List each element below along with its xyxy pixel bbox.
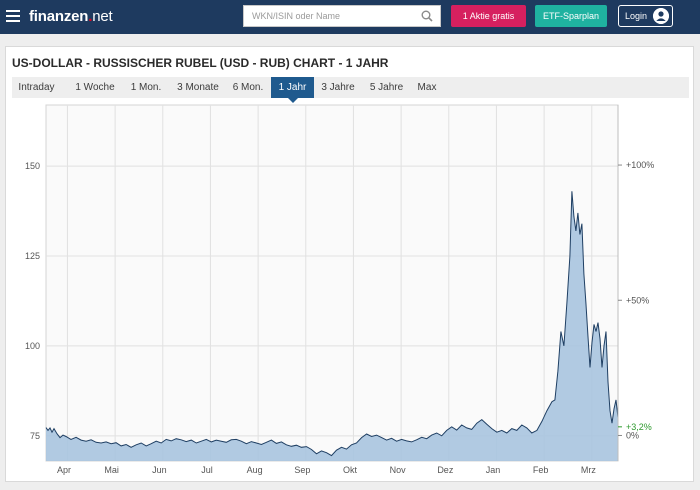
timeframe-tabs: Intraday 1 Woche 1 Mon. 3 Monate 6 Mon. … xyxy=(12,77,689,103)
user-icon xyxy=(653,8,669,24)
tab-6-mon[interactable]: 6 Mon. xyxy=(232,82,264,93)
y-tick-label: 100 xyxy=(25,341,40,351)
price-line xyxy=(45,191,619,457)
price-chart[interactable]: 75 100 125 150 Apr Mai Jun Jul Aug Sep Okt Nov Dez Ja… xyxy=(6,47,695,483)
x-tick-label: Aug xyxy=(247,465,263,475)
x-tick-label: Apr xyxy=(57,465,71,475)
last-change-label: +3,2% xyxy=(626,422,652,432)
search-input[interactable] xyxy=(244,6,416,26)
x-tick-label: Jul xyxy=(201,465,213,475)
pct-tick-label: +100% xyxy=(626,160,654,170)
menu-icon[interactable] xyxy=(6,10,20,22)
price-area xyxy=(46,191,618,462)
x-tick-label: Feb xyxy=(533,465,549,475)
x-tick-label: Okt xyxy=(343,465,358,475)
y-tick-label: 125 xyxy=(25,251,40,261)
pct-tick-label: 0% xyxy=(626,430,639,440)
logo[interactable]: finanzen.net xyxy=(29,8,113,25)
tab-1-woche[interactable]: 1 Woche xyxy=(75,82,115,93)
login-button[interactable]: Login xyxy=(618,5,673,27)
login-label: Login xyxy=(625,11,648,21)
tab-intraday[interactable]: Intraday xyxy=(18,82,55,93)
tab-max[interactable]: Max xyxy=(417,82,437,93)
top-navigation-bar: finanzen.net 1 Aktie gratis ETF-Sparplan… xyxy=(0,0,700,34)
x-tick-label: Mrz xyxy=(581,465,596,475)
etf-savings-plan-button[interactable]: ETF-Sparplan xyxy=(535,5,607,27)
x-tick-label: Jan xyxy=(486,465,501,475)
search-icon[interactable] xyxy=(421,10,433,22)
y-tick-label: 150 xyxy=(25,161,40,171)
free-stock-button[interactable]: 1 Aktie gratis xyxy=(451,5,526,27)
pct-tick-label: +50% xyxy=(626,295,649,305)
tab-1-jahr[interactable]: 1 Jahr xyxy=(271,77,314,103)
plot-area xyxy=(45,104,619,462)
x-tick-label: Sep xyxy=(294,465,310,475)
chart-title: US-DOLLAR - RUSSISCHER RUBEL (USD - RUB)… xyxy=(12,56,389,70)
x-tick-label: Jun xyxy=(152,465,167,475)
chart-card: US-DOLLAR - RUSSISCHER RUBEL (USD - RUB)… xyxy=(5,46,694,482)
y-tick-label: 75 xyxy=(30,431,40,441)
x-tick-label: Dez xyxy=(437,465,454,475)
x-tick-label: Mai xyxy=(104,465,119,475)
tab-3-monate[interactable]: 3 Monate xyxy=(177,82,219,93)
x-tick-label: Nov xyxy=(390,465,407,475)
tab-1-mon[interactable]: 1 Mon. xyxy=(130,82,162,93)
search-box xyxy=(243,5,441,27)
tab-5-jahre[interactable]: 5 Jahre xyxy=(369,82,404,93)
tab-3-jahre[interactable]: 3 Jahre xyxy=(321,82,355,93)
